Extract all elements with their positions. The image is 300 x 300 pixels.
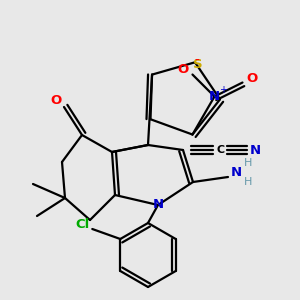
- Text: N: N: [249, 143, 261, 157]
- Text: N: N: [230, 166, 242, 178]
- Text: C: C: [217, 145, 225, 155]
- Text: H: H: [244, 177, 252, 187]
- Text: -: -: [194, 53, 199, 68]
- Text: +: +: [220, 85, 227, 94]
- Text: Cl: Cl: [75, 218, 89, 232]
- Text: N: N: [209, 90, 220, 103]
- Text: H: H: [244, 158, 252, 168]
- Text: O: O: [178, 63, 189, 76]
- Text: O: O: [247, 72, 258, 85]
- Text: S: S: [193, 58, 203, 71]
- Text: N: N: [152, 199, 164, 212]
- Text: O: O: [50, 94, 62, 106]
